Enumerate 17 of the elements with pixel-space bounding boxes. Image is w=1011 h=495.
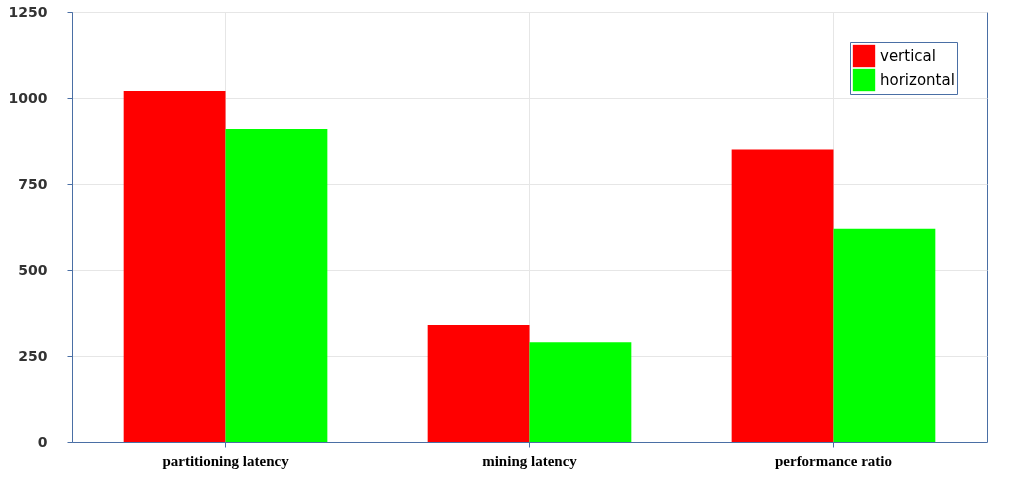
y-tick-label: 1000 xyxy=(8,89,48,106)
y-tick-label: 0 xyxy=(37,433,48,450)
y-tick-label: 1250 xyxy=(8,3,48,20)
bar xyxy=(427,325,530,442)
y-tick-label: 250 xyxy=(18,347,48,364)
y-tick-label: 750 xyxy=(18,175,48,192)
bar xyxy=(731,149,834,442)
bar xyxy=(123,91,226,442)
bar xyxy=(529,342,632,442)
x-tick-label: performance ratio xyxy=(774,452,893,469)
y-tick-label: 500 xyxy=(18,261,48,278)
bar xyxy=(833,228,936,442)
x-tick-label: mining latency xyxy=(482,452,578,469)
bar xyxy=(225,128,328,442)
legend-label: horizontal xyxy=(880,71,955,89)
x-tick-label: partitioning latency xyxy=(162,452,290,469)
legend-label: vertical xyxy=(880,47,936,65)
